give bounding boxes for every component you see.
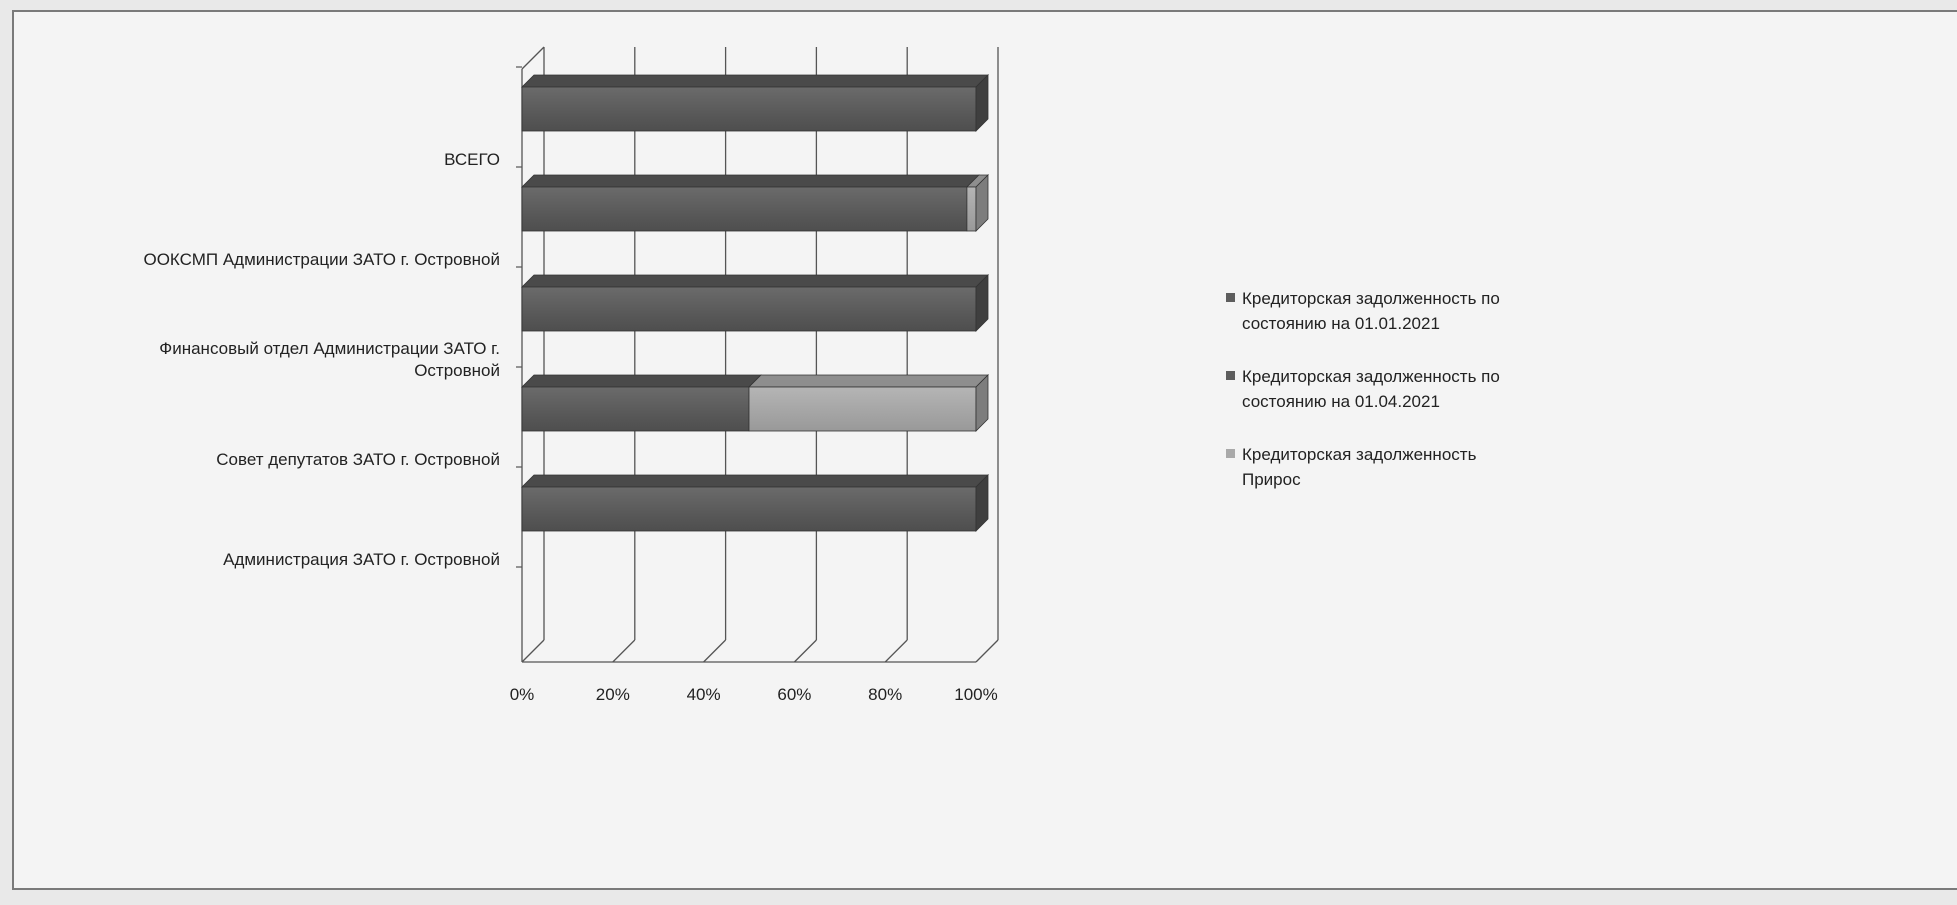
x-tick-labels: 0% 20% 40% 60% 80% 100%: [510, 685, 998, 704]
legend-swatch: [1226, 449, 1235, 458]
x-tick-label: 20%: [596, 685, 630, 704]
category-label: ВСЕГО: [444, 150, 500, 169]
gridlines: [521, 47, 999, 663]
legend-item: Кредиторская задолженность по состоянию н…: [1226, 367, 1500, 411]
x-tick-label: 60%: [777, 685, 811, 704]
bar-segment: [965, 174, 989, 232]
legend-label: Кредиторская задолженность по состоянию н…: [1242, 367, 1500, 411]
bars: [521, 74, 989, 532]
bar-segment: [521, 274, 989, 332]
x-tick-label: 80%: [868, 685, 902, 704]
legend-item: Кредиторская задолженность Прирос: [1226, 445, 1481, 489]
gridline: [793, 47, 818, 663]
x-tick-label: 100%: [954, 685, 997, 704]
category-labels: ВСЕГО ООКСМП Администрации ЗАТО г. Остров…: [143, 150, 500, 569]
x-tick-label: 40%: [687, 685, 721, 704]
gridline: [975, 47, 999, 663]
gridline: [612, 47, 636, 663]
bar-segment: [748, 374, 989, 432]
legend: Кредиторская задолженность по состоянию н…: [1226, 289, 1500, 489]
category-label: Финансовый отдел Администрации ЗАТО г. Ос…: [159, 339, 500, 380]
axes: [516, 46, 976, 663]
category-label: ООКСМП Администрации ЗАТО г. Островной: [143, 250, 500, 269]
bar-chart: 0% 20% 40% 60% 80% 100% ВСЕГО ООКСМП Администр…: [143, 46, 1500, 704]
gridline: [521, 47, 545, 663]
gridline: [884, 47, 908, 663]
gridline: [703, 47, 727, 663]
legend-label: Кредиторская задолженность Прирос: [1242, 445, 1481, 489]
y-axis-depth-line: [521, 46, 545, 70]
category-label: Совет депутатов ЗАТО г. Островной: [216, 450, 500, 469]
chart-frame: 0% 20% 40% 60% 80% 100% ВСЕГО ООКСМП Администр…: [12, 10, 1957, 890]
x-tick-label: 0%: [510, 685, 535, 704]
bar-segment: [521, 374, 762, 432]
legend-label: Кредиторская задолженность по состоянию н…: [1242, 289, 1500, 333]
legend-swatch: [1226, 293, 1235, 302]
bar-segment: [521, 74, 989, 132]
bar-segment: [521, 474, 989, 532]
legend-swatch: [1226, 371, 1235, 380]
category-label: Администрация ЗАТО г. Островной: [223, 550, 500, 569]
bar-segment: [521, 174, 980, 232]
legend-item: Кредиторская задолженность по состоянию н…: [1226, 289, 1500, 333]
